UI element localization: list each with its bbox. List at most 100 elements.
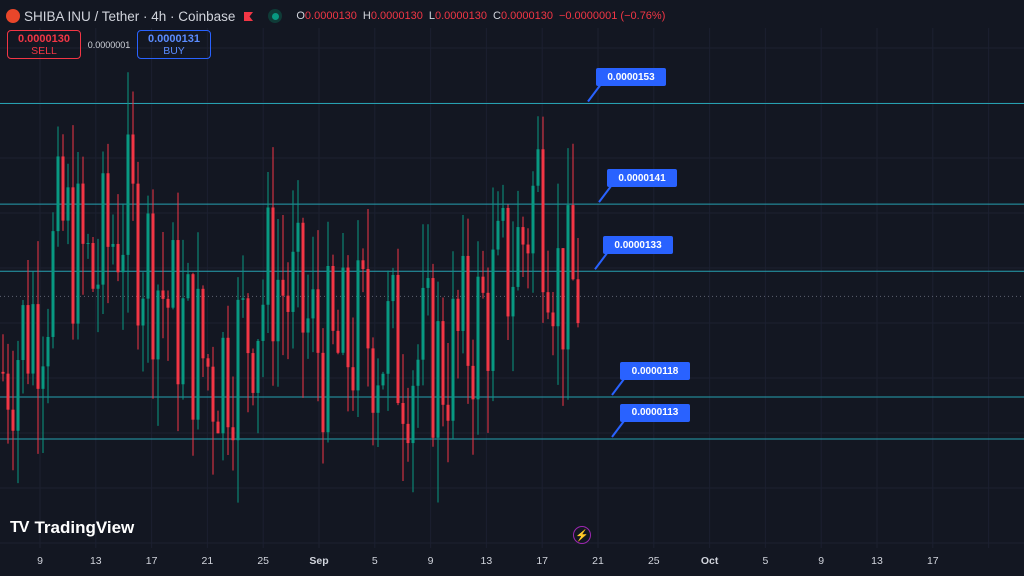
candle-body (386, 301, 390, 374)
candle-body (331, 265, 335, 331)
candle-body (451, 298, 455, 421)
tradingview-mark-icon: TV (10, 519, 29, 536)
candle-body (161, 290, 165, 299)
ohlc-values: O0.0000130 H0.0000130 L0.0000130 C0.0000… (296, 10, 665, 22)
buy-button[interactable]: 0.0000131 BUY (137, 30, 211, 59)
candle-body (271, 207, 275, 342)
candle-body (471, 365, 475, 400)
sell-button[interactable]: 0.0000130 SELL (7, 30, 81, 59)
candle-body (326, 265, 330, 433)
trade-panel: 0.0000130 SELL 0.0000001 0.0000131 BUY (7, 30, 211, 59)
candle-body (291, 251, 295, 312)
candle-body (561, 248, 565, 350)
shiba-inu-logo-icon (6, 9, 20, 23)
x-tick-label: 9 (37, 555, 43, 567)
candle-body (426, 278, 430, 288)
candle-body (351, 367, 355, 391)
candle-body (461, 255, 465, 331)
candle-body (306, 318, 310, 333)
candle-body (531, 185, 535, 254)
candle-body (376, 385, 380, 413)
candle-body (196, 288, 200, 420)
candle-body (276, 279, 280, 342)
chart-header: SHIBA INU / Tether · 4h · Coinbase O0.00… (6, 6, 665, 26)
x-tick-label: 9 (818, 555, 825, 567)
candle-body (506, 207, 510, 317)
candle-body (96, 284, 100, 289)
candle-body (121, 254, 125, 273)
tradingview-logo: TV TradingView (10, 518, 135, 537)
candle-body (446, 404, 450, 421)
candle-body (361, 260, 365, 270)
candle-body (321, 352, 325, 433)
candle-body (301, 222, 305, 333)
candle-body (66, 187, 70, 221)
x-tick-label: 13 (871, 555, 883, 567)
x-tick-label: Oct (700, 555, 719, 567)
candle-body (146, 213, 150, 299)
candle-body (551, 312, 555, 327)
alert-pointer (594, 252, 608, 270)
candle-body (286, 295, 290, 312)
symbol-title[interactable]: SHIBA INU / Tether · 4h · Coinbase (24, 8, 236, 24)
candle-body (416, 359, 420, 386)
alert-label[interactable]: 0.0000133 (603, 236, 673, 255)
ohlc-change: −0.0000001 (−0.76%) (558, 10, 666, 22)
candle-body (111, 243, 115, 247)
candle-body (46, 336, 50, 367)
candle-body (26, 305, 30, 374)
candle-body (186, 274, 190, 299)
alert-label[interactable]: 0.0000113 (620, 403, 690, 422)
candle-body (511, 286, 515, 317)
alert-label[interactable]: 0.0000153 (596, 68, 666, 87)
candle-body (86, 243, 90, 245)
ohlc-high: H0.0000130 (362, 10, 423, 22)
candle-body (401, 403, 405, 424)
candle-body (476, 276, 480, 400)
spread-value: 0.0000001 (87, 39, 131, 50)
alert-pointer (611, 378, 625, 396)
candle-body (11, 409, 15, 431)
candle-body (491, 249, 495, 371)
candle-body (61, 156, 65, 221)
candle-body (166, 298, 170, 308)
candle-body (6, 373, 10, 410)
candle-body (211, 366, 215, 422)
candle-body (231, 427, 235, 441)
candle-body (501, 207, 505, 221)
candle-body (441, 321, 445, 405)
market-status-icon[interactable] (268, 9, 283, 23)
candle-body (571, 205, 575, 280)
candle-body (311, 289, 315, 319)
candle-body (156, 290, 160, 360)
candle-body (391, 274, 395, 302)
x-tick-label: 5 (762, 555, 769, 567)
candle-body (536, 149, 540, 186)
x-tick-label: 13 (480, 555, 493, 567)
ohlc-open: O0.0000130 (296, 10, 357, 22)
alert-label[interactable]: 0.0000141 (607, 169, 677, 188)
candle-body (236, 299, 240, 441)
candle-body (261, 304, 265, 341)
candle-body (496, 220, 500, 250)
flag-icon[interactable] (243, 11, 254, 22)
candle-body (106, 173, 110, 247)
candle-body (371, 348, 375, 413)
alert-label[interactable]: 0.0000118 (620, 362, 690, 381)
candle-body (256, 340, 260, 393)
candle-body (241, 298, 245, 300)
candle-body (31, 304, 35, 374)
lightning-icon[interactable]: ⚡ (573, 526, 591, 544)
candle-body (246, 298, 250, 354)
candle-body (176, 240, 180, 385)
candle-body (41, 366, 45, 389)
candle-body (206, 358, 210, 367)
candle-body (356, 260, 360, 391)
candle-body (296, 222, 300, 252)
x-tick-label: 17 (536, 555, 549, 567)
candle-body (136, 183, 140, 326)
candle-body (281, 279, 285, 296)
x-tick-label: 9 (427, 555, 434, 567)
candle-body (201, 288, 205, 359)
